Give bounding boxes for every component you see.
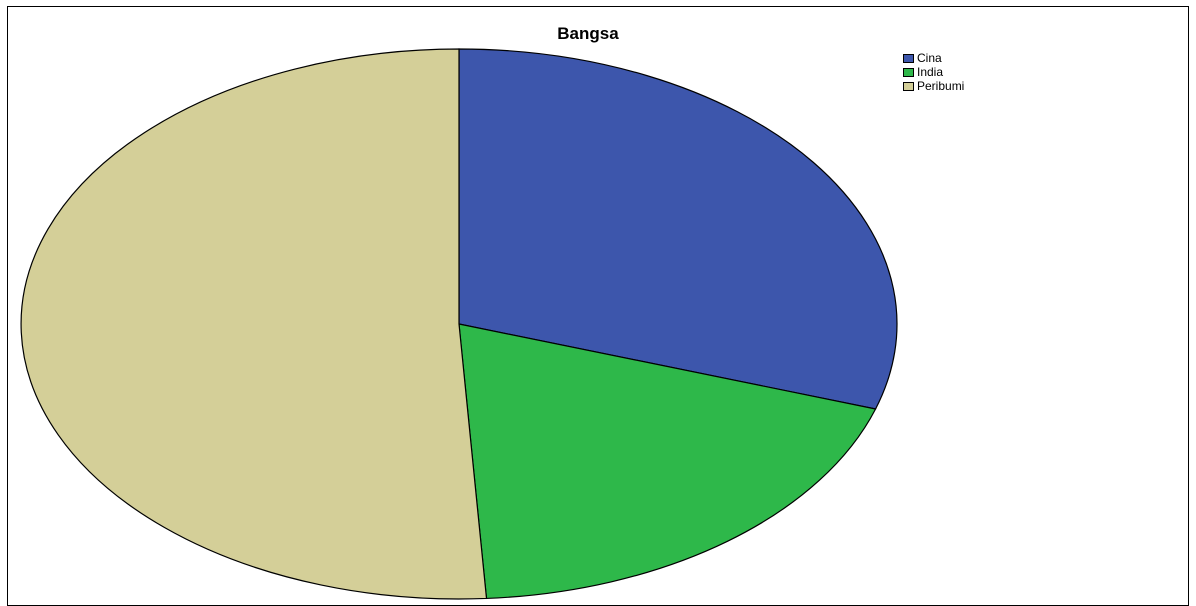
legend: Cina India Peribumi bbox=[903, 51, 964, 93]
legend-item-cina: Cina bbox=[903, 51, 964, 65]
legend-item-india: India bbox=[903, 65, 964, 79]
pie-slice-peribumi bbox=[20, 48, 488, 600]
legend-label-india: India bbox=[917, 65, 944, 79]
legend-item-peribumi: Peribumi bbox=[903, 79, 964, 93]
legend-swatch-india bbox=[903, 67, 914, 77]
pie-slice-india bbox=[458, 323, 877, 600]
legend-swatch-cina bbox=[903, 53, 914, 63]
pie-slice-cina bbox=[458, 48, 898, 410]
legend-label-peribumi: Peribumi bbox=[917, 79, 965, 93]
chart-title: Bangsa bbox=[557, 24, 619, 43]
legend-swatch-peribumi bbox=[903, 81, 914, 91]
legend-label-cina: Cina bbox=[917, 51, 942, 65]
